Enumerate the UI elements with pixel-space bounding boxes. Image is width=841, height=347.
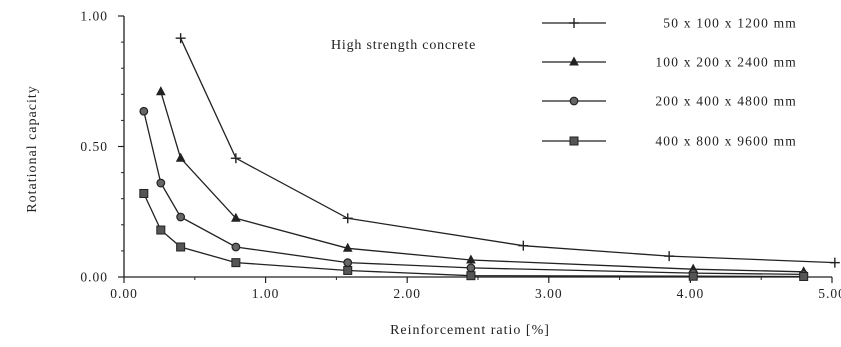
y-tick-label: 0.50 (80, 139, 108, 154)
data-point (139, 106, 149, 116)
series-line (143, 193, 804, 278)
data-point (231, 212, 241, 222)
legend-marker (569, 56, 579, 66)
legend-item-4: 400 x 800 x 9600 mm (542, 134, 797, 149)
y-tick-label: 0.00 (80, 270, 108, 285)
data-point (176, 212, 186, 222)
data-point (466, 271, 476, 281)
data-point (231, 242, 241, 252)
x-tick-label: 0.00 (110, 286, 138, 301)
series-2 (155, 86, 809, 276)
legend-marker (569, 96, 579, 106)
series-line (160, 91, 804, 273)
data-point (466, 263, 476, 273)
legend-label: 200 x 400 x 4800 mm (655, 94, 797, 109)
legend-marker (569, 136, 579, 146)
series-line (143, 111, 804, 276)
x-tick-label: 1.00 (252, 286, 280, 301)
x-tick-label: 4.00 (677, 286, 705, 301)
data-point (466, 254, 476, 264)
x-tick-label: 5.00 (818, 286, 841, 301)
legend-label: 400 x 800 x 9600 mm (655, 134, 797, 149)
data-point (175, 152, 186, 162)
data-point (155, 86, 166, 96)
legend-label: 100 x 200 x 2400 mm (655, 55, 797, 70)
legend: 50 x 100 x 1200 mm 100 x 200 x 2400 mm 200… (542, 16, 797, 149)
series-4 (139, 188, 809, 281)
data-point (799, 271, 809, 281)
data-point (176, 242, 186, 252)
data-point (231, 258, 241, 268)
data-point (139, 188, 149, 198)
data-point (343, 258, 353, 268)
x-axis-title: Reinforcement ratio [%] (390, 323, 550, 338)
y-axis-title: Rotational capacity (25, 85, 40, 212)
data-point (688, 271, 698, 281)
legend-item-3: 200 x 400 x 4800 mm (542, 94, 797, 109)
axis-ticks: 0.00 0.50 1.00 0.00 1.00 2.00 3.00 4.00 5.00 (80, 9, 841, 302)
data-point (343, 265, 353, 275)
legend-item-2: 100 x 200 x 2400 mm (542, 55, 797, 70)
data-point (342, 242, 353, 252)
data-point (156, 225, 166, 235)
series-1 (175, 33, 840, 268)
data-point (156, 178, 166, 188)
legend-label: 50 x 100 x 1200 mm (663, 16, 797, 31)
legend-item-1: 50 x 100 x 1200 mm (542, 16, 797, 31)
series (139, 33, 840, 281)
x-tick-label: 2.00 (393, 286, 421, 301)
x-tick-label: 3.00 (535, 286, 563, 301)
y-tick-label: 1.00 (80, 9, 108, 24)
series-line (180, 37, 835, 264)
chart-annotation: High strength concrete (331, 38, 476, 53)
